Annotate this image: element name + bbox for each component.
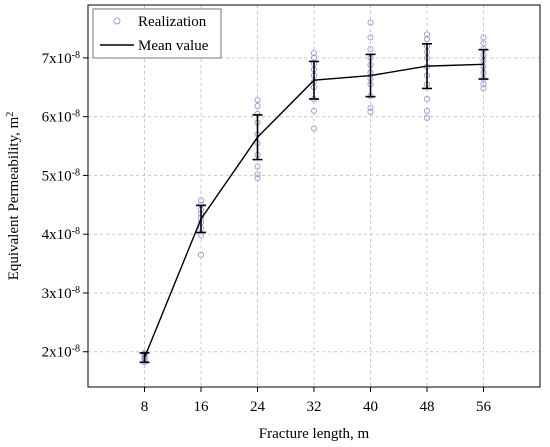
x-axis: 8 16 24 32 40 48 56 [141,387,492,415]
y-tick-label: 6x10-8 [42,108,80,126]
realization-point [423,31,431,38]
realization-point [367,34,374,41]
x-tick-label: 16 [194,399,210,415]
realization-point [367,108,374,116]
legend-box [92,8,222,59]
realization-point [197,197,205,204]
grid [88,5,540,387]
y-tick-label: 7x10-8 [42,49,80,66]
realization-point [310,50,318,57]
y-tick-label: 3x10-8 [42,284,80,302]
realization-point [423,114,431,121]
x-tick-label: 8 [141,399,149,415]
x-tick-label: 32 [307,399,322,415]
realization-point [310,54,318,61]
realization-point [310,107,318,114]
realization-point [480,34,487,41]
mean-line-group [143,63,484,358]
realization-point [254,97,261,104]
realization-point [480,85,487,92]
realization-point [480,40,487,47]
realization-point [367,104,374,111]
y-tick-label: 4x10-8 [42,226,80,244]
x-tick-label: 48 [420,399,435,415]
realization-point [423,95,431,103]
y-axis-title-superscript: 2 [5,112,16,117]
x-tick-label: 56 [476,399,492,415]
mean-value-line [143,63,484,358]
realization-point [254,175,261,182]
legend: Realization Mean value [92,8,222,59]
x-tick-label: 40 [363,399,378,415]
legend-label: Realization [138,14,207,30]
realization-point [197,251,205,258]
realization-point [423,107,431,114]
y-axis: 2x10-8 3x10-8 4x10-8 5x10-8 6x10-8 7x10-8 [42,49,88,361]
legend-marker-realization [113,17,121,25]
y-tick-label: 2x10-8 [42,343,80,361]
x-tick-label: 24 [250,399,266,415]
y-axis-title: Equivalent Permeability, m2 [5,112,23,281]
realization-point [310,125,318,132]
realization-point [254,171,261,178]
x-axis-title: Fracture length, m [259,426,370,442]
realization-point [367,19,374,26]
y-axis-title-text: Equivalent Permeability, m [6,116,22,280]
realization-point [254,163,261,170]
legend-label: Mean value [138,38,209,54]
realization-point [480,81,487,88]
realization-point [367,46,374,53]
realization-points [141,19,487,366]
realization-point [254,103,261,110]
realization-point [423,36,431,43]
y-tick-label: 5x10-8 [42,167,80,185]
